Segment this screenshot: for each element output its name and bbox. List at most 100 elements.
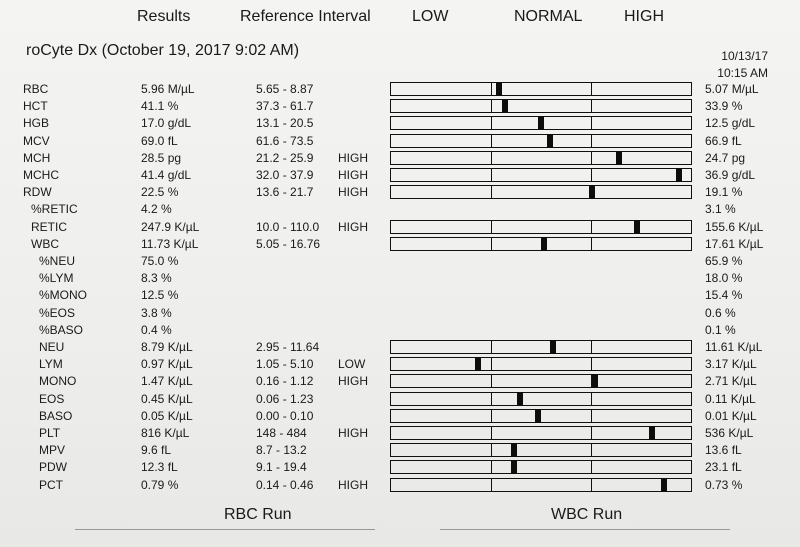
previous-result: 2.71 K/µL	[705, 374, 757, 388]
range-divider	[591, 83, 592, 95]
result-marker	[475, 357, 481, 371]
range-divider	[591, 341, 592, 353]
analyte-name: RETIC	[31, 220, 67, 234]
reference-interval: 21.2 - 25.9	[256, 151, 314, 165]
reference-interval: 9.1 - 19.4	[256, 460, 307, 474]
range-divider	[591, 100, 592, 112]
result-flag: HIGH	[338, 478, 368, 492]
range-bar	[390, 99, 692, 113]
result-marker	[502, 99, 508, 113]
analyte-name: HCT	[23, 99, 48, 113]
result-flag: HIGH	[338, 220, 368, 234]
result-value: 69.0 fL	[141, 134, 178, 148]
result-flag: HIGH	[338, 426, 368, 440]
range-divider	[591, 479, 592, 491]
range-divider	[591, 238, 592, 250]
result-value: 28.5 pg	[141, 151, 182, 165]
previous-result: 5.07 M/µL	[705, 82, 759, 96]
analyte-name: MCV	[23, 134, 50, 148]
previous-result: 0.73 %	[705, 478, 743, 492]
range-divider	[491, 169, 492, 181]
wbc-run-label: WBC Run	[551, 506, 623, 523]
result-value: 5.96 M/µL	[141, 82, 195, 96]
reference-interval: 13.1 - 20.5	[256, 116, 314, 130]
range-divider	[591, 393, 592, 405]
range-bar	[390, 185, 692, 199]
previous-result: 36.9 g/dL	[705, 168, 756, 182]
result-flag: HIGH	[338, 151, 368, 165]
normal-header: NORMAL	[514, 8, 583, 25]
reference-interval: 5.05 - 16.76	[256, 237, 321, 251]
range-bar	[390, 460, 692, 474]
result-marker	[676, 168, 682, 182]
result-flag: HIGH	[338, 374, 368, 388]
result-marker	[634, 220, 640, 234]
range-divider	[491, 186, 492, 198]
reference-interval: 148 - 484	[256, 426, 307, 440]
high-header: HIGH	[624, 8, 664, 25]
analyte-name: MONO	[39, 374, 77, 388]
analyte-name: NEU	[39, 340, 65, 354]
range-bar	[390, 116, 692, 130]
result-value: 3.8 %	[141, 306, 172, 320]
range-bar	[390, 392, 692, 406]
analyte-name: RBC	[23, 82, 49, 96]
reference-interval: 37.3 - 61.7	[256, 99, 314, 113]
result-marker	[550, 340, 556, 354]
previous-result: 66.9 fL	[705, 134, 742, 148]
previous-result: 13.6 fL	[705, 443, 742, 457]
range-bar	[390, 168, 692, 182]
range-divider	[491, 358, 492, 370]
result-marker	[511, 443, 517, 457]
result-value: 41.1 %	[141, 99, 179, 113]
result-value: 17.0 g/dL	[141, 116, 192, 130]
result-value: 0.05 K/µL	[141, 409, 193, 423]
range-divider	[591, 410, 592, 422]
range-divider	[491, 100, 492, 112]
analyte-name: PLT	[39, 426, 61, 440]
previous-result: 33.9 %	[705, 99, 743, 113]
result-value: 1.47 K/µL	[141, 374, 193, 388]
analyte-name: MPV	[39, 443, 66, 457]
result-value: 816 K/µL	[141, 426, 190, 440]
result-marker	[535, 409, 541, 423]
analyte-name: %NEU	[39, 254, 76, 268]
range-divider	[491, 152, 492, 164]
analyte-name: HGB	[23, 116, 50, 130]
range-divider	[491, 238, 492, 250]
previous-result: 17.61 K/µL	[705, 237, 764, 251]
range-divider	[591, 461, 592, 473]
range-divider	[591, 221, 592, 233]
previous-result: 3.1 %	[705, 202, 736, 216]
range-divider	[491, 375, 492, 387]
result-value: 0.97 K/µL	[141, 357, 193, 371]
range-bar	[390, 151, 692, 165]
range-divider	[591, 152, 592, 164]
range-divider	[591, 444, 592, 456]
previous-result: 11.61 K/µL	[705, 340, 763, 354]
result-value: 12.3 fL	[141, 460, 178, 474]
range-bar	[390, 409, 692, 423]
range-bar	[390, 82, 692, 96]
range-bar	[390, 134, 692, 148]
reference-interval: 0.14 - 0.46	[256, 478, 314, 492]
previous-result: 0.6 %	[705, 306, 736, 320]
reference-interval: 0.16 - 1.12	[256, 374, 314, 388]
previous-result: 0.01 K/µL	[705, 409, 757, 423]
range-divider	[591, 169, 592, 181]
result-value: 8.79 K/µL	[141, 340, 193, 354]
reference-interval: 8.7 - 13.2	[256, 443, 307, 457]
range-divider	[491, 461, 492, 473]
result-value: 247.9 K/µL	[141, 220, 200, 234]
range-bar	[390, 478, 692, 492]
analyte-name: MCHC	[23, 168, 59, 182]
range-divider	[591, 135, 592, 147]
analyte-name: WBC	[31, 237, 59, 251]
result-marker	[496, 82, 502, 96]
reference-interval: 13.6 - 21.7	[256, 185, 314, 199]
range-divider	[491, 393, 492, 405]
analyte-name: %BASO	[39, 323, 84, 337]
previous-result: 0.1 %	[705, 323, 736, 337]
result-marker	[511, 460, 517, 474]
range-bar	[390, 357, 692, 371]
